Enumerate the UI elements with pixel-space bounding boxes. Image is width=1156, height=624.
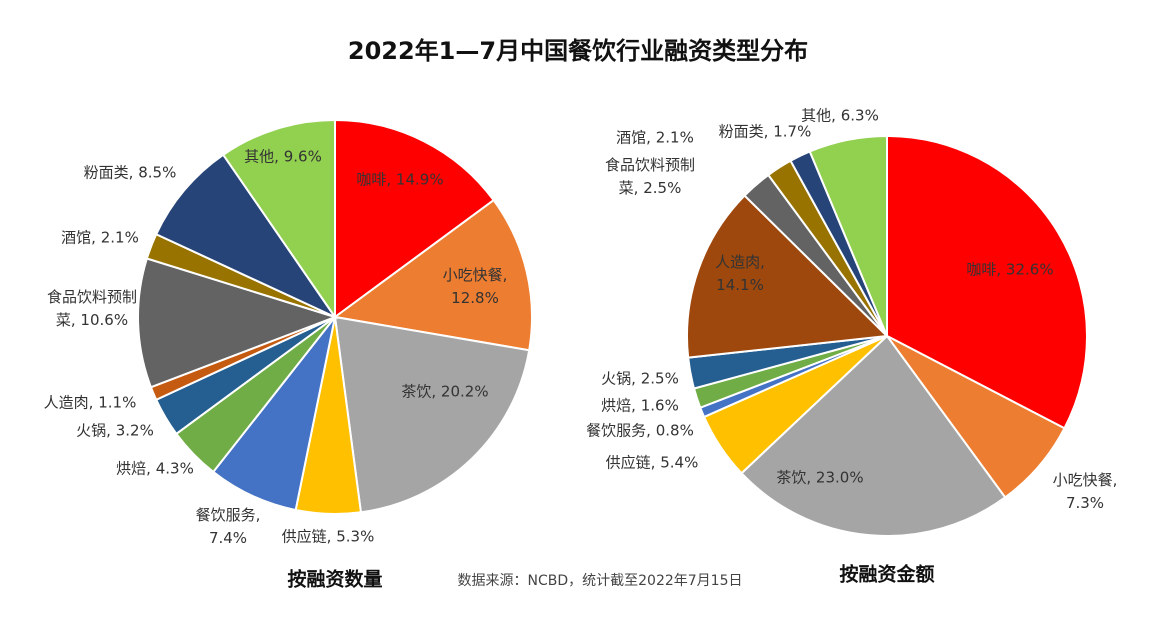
slice-label: 烘焙, 4.3% (116, 460, 194, 478)
chart-subtitle: 按融资金额 (839, 563, 934, 586)
pie-slice (886, 134, 1088, 430)
slice-label: 食品饮料预制菜, 10.6% (47, 288, 137, 329)
page-title: 2022年1—7月中国餐饮行业融资类型分布 (348, 37, 808, 65)
slice-label: 小吃快餐, 12.8% (443, 266, 508, 307)
slice-label: 粉面类, 1.7% (719, 123, 812, 141)
pie-slice (221, 118, 336, 321)
chart-subtitle: 按融资数量 (287, 568, 382, 591)
slice-label: 烘焙, 1.6% (601, 397, 679, 415)
slice-label: 酒馆, 2.1% (61, 229, 139, 247)
slice-label: 供应链, 5.4% (606, 454, 699, 472)
pie-slice (137, 257, 339, 389)
slice-label: 茶饮, 23.0% (776, 469, 863, 487)
source-note: 数据来源：NCBD，统计截至2022年7月15日 (458, 573, 743, 589)
pie-slice (686, 194, 890, 359)
pie-slice (154, 153, 338, 320)
slice-label: 咖啡, 14.9% (356, 171, 443, 189)
slice-label: 餐饮服务, 7.4% (196, 506, 261, 547)
slice-label: 人造肉, 14.1% (715, 253, 765, 294)
slice-label: 粉面类, 8.5% (84, 164, 177, 182)
slice-label: 茶饮, 20.2% (401, 383, 488, 401)
slice-label: 其他, 9.6% (244, 148, 322, 166)
slice-label: 人造肉, 1.1% (44, 394, 137, 412)
pie-slice (332, 198, 533, 352)
slice-label: 火锅, 2.5% (601, 370, 679, 388)
slice-label: 供应链, 5.3% (282, 528, 375, 546)
pie-slice (333, 315, 531, 514)
pie-slice (808, 134, 888, 337)
pie-slice (740, 334, 1007, 537)
slice-label: 酒馆, 2.1% (616, 129, 694, 147)
pie-slice (334, 118, 496, 319)
slice-label: 餐饮服务, 0.8% (586, 422, 694, 440)
slice-label: 其他, 6.3% (801, 107, 879, 125)
slice-label: 咖啡, 32.6% (966, 261, 1053, 279)
slice-label: 食品饮料预制菜, 2.5% (605, 156, 695, 197)
slice-label: 小吃快餐, 7.3% (1053, 471, 1118, 512)
slice-label: 火锅, 3.2% (76, 422, 154, 440)
